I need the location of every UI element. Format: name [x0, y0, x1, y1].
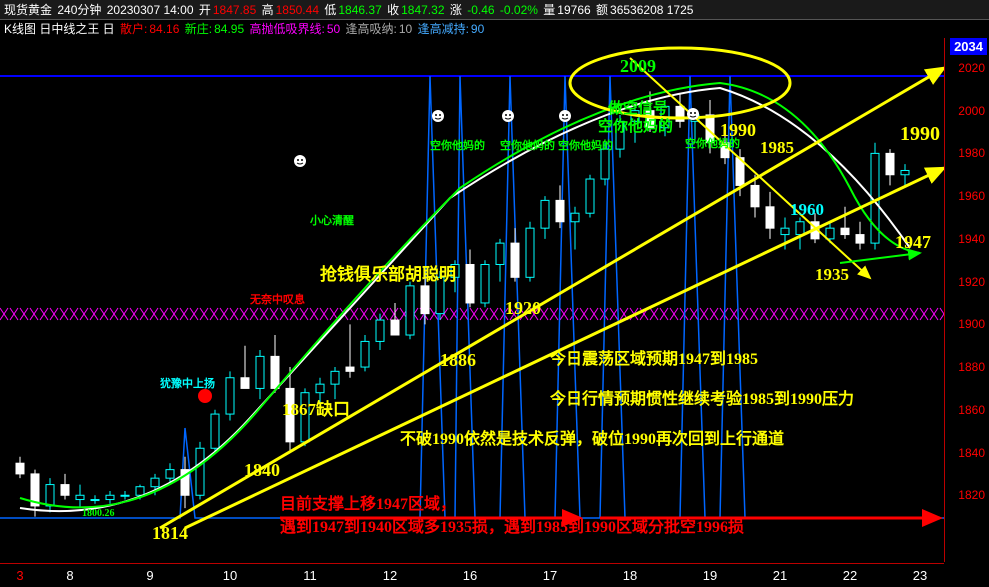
y-tick: 1900	[958, 317, 985, 331]
y-tick: 1860	[958, 403, 985, 417]
svg-text:空你他妈的: 空你他妈的	[558, 138, 613, 152]
svg-text:1814: 1814	[152, 523, 188, 543]
datetime: 20230307 14:00	[107, 3, 194, 17]
svg-text:1990: 1990	[720, 120, 756, 140]
svg-text:空你他妈的: 空你他妈的	[430, 138, 485, 152]
svg-text:空你他妈的: 空你他妈的	[500, 138, 555, 152]
svg-text:1800.26: 1800.26	[82, 508, 115, 519]
low-price: 1846.37	[338, 3, 381, 17]
svg-text:空你他妈的: 空你他妈的	[598, 117, 673, 135]
svg-text:1935: 1935	[815, 265, 849, 284]
volume: 19766	[557, 3, 590, 17]
y-tick: 1920	[958, 275, 985, 289]
svg-text:1920: 1920	[505, 298, 541, 318]
svg-text:1947: 1947	[895, 232, 931, 252]
svg-text:2009: 2009	[620, 56, 656, 76]
svg-text:目前支撑上移1947区域，: 目前支撑上移1947区域，	[280, 494, 456, 513]
y-tick: 2020	[958, 61, 985, 75]
high-price: 1850.44	[276, 3, 319, 17]
amount: 36536208 1725	[610, 3, 693, 17]
kline-title: K线图 日中线之王 日	[4, 22, 115, 36]
x-tick: 12	[383, 568, 397, 583]
svg-text:不破1990依然是技术反弹，破位1990再次回到上行通道: 不破1990依然是技术反弹，破位1990再次回到上行通道	[400, 429, 784, 448]
y-tick: 2000	[958, 104, 985, 118]
y-tick: 1940	[958, 232, 985, 246]
change-pct: -0.02%	[500, 3, 538, 17]
svg-text:1960: 1960	[790, 200, 824, 219]
close-price: 1847.32	[401, 3, 444, 17]
svg-text:1985: 1985	[760, 138, 794, 157]
svg-text:犹豫中上扬: 犹豫中上扬	[160, 376, 215, 390]
svg-text:1840: 1840	[244, 460, 280, 480]
svg-text:无奈中叹息: 无奈中叹息	[249, 292, 305, 306]
y-tick: 1880	[958, 360, 985, 374]
open-price: 1847.85	[213, 3, 256, 17]
x-tick: 10	[223, 568, 237, 583]
x-axis: 3 8 9 10 11 12 16 17 18 19 21 22 23	[0, 563, 944, 587]
change: -0.46	[467, 3, 494, 17]
svg-text:遇到1947到1940区域多1935损，遇到1985到199: 遇到1947到1940区域多1935损，遇到1985到1990区域分批空1996…	[280, 517, 744, 536]
price-top-badge: 2034	[950, 38, 987, 55]
y-tick: 1980	[958, 146, 985, 160]
svg-text:小心清醒: 小心清醒	[309, 213, 354, 227]
x-tick: 16	[463, 568, 477, 583]
chart-plot-area[interactable]: 2009199019851990196019471935192018861867…	[0, 38, 944, 562]
x-tick: 19	[703, 568, 717, 583]
svg-text:做空信号: 做空信号	[607, 99, 668, 117]
x-tick: 8	[66, 568, 73, 583]
x-tick: 21	[773, 568, 787, 583]
indicator-header: K线图 日中线之王 日 散户:84.16 新庄:84.95 高抛低吸界线:50 …	[0, 20, 989, 38]
x-tick: 3	[16, 568, 23, 583]
y-axis: 2034 2020 2000 1980 1960 1940 1920 1900 1880 186…	[944, 38, 989, 562]
symbol: 现货黄金	[4, 3, 52, 17]
y-tick: 1840	[958, 446, 985, 460]
period: 240分钟	[57, 3, 101, 17]
chart-header: 现货黄金 240分钟 20230307 14:00 开1847.85 高1850…	[0, 0, 989, 20]
svg-text:空你他妈的: 空你他妈的	[685, 136, 740, 150]
x-tick: 23	[913, 568, 927, 583]
x-tick: 18	[623, 568, 637, 583]
svg-text:1886: 1886	[440, 350, 476, 370]
x-tick: 22	[843, 568, 857, 583]
y-tick: 1960	[958, 189, 985, 203]
svg-text:1867缺口: 1867缺口	[282, 399, 350, 419]
svg-text:今日行情预期惯性继续考验1985到1990压力: 今日行情预期惯性继续考验1985到1990压力	[549, 389, 854, 408]
y-tick: 1820	[958, 488, 985, 502]
x-tick: 17	[543, 568, 557, 583]
svg-text:抢钱俱乐部胡聪明: 抢钱俱乐部胡聪明	[320, 264, 456, 284]
svg-text:今日震荡区域预期1947到1985: 今日震荡区域预期1947到1985	[549, 349, 758, 368]
x-tick: 9	[146, 568, 153, 583]
svg-text:1990: 1990	[900, 123, 940, 145]
x-tick: 11	[303, 568, 317, 583]
